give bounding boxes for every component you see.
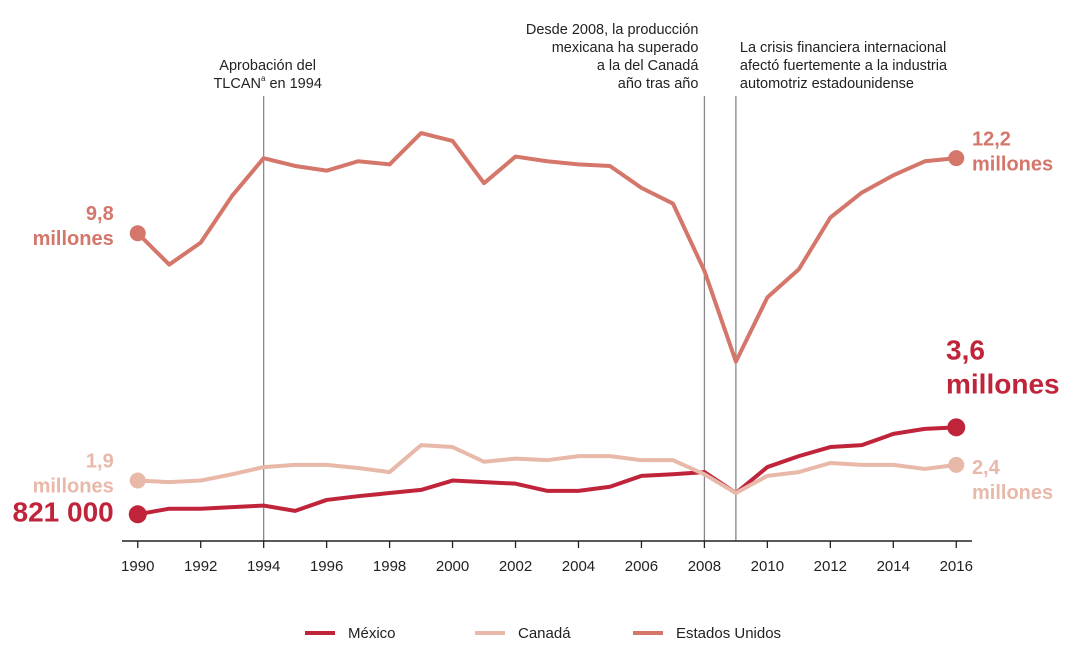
series-line: [137, 425, 957, 517]
annotation-text: afectó fuertemente a la industria: [740, 58, 948, 74]
annotation-text: TLCANa en 1994: [213, 74, 321, 92]
end-point: [948, 150, 965, 167]
x-tick-label: 1998: [373, 558, 406, 575]
legend-label: México: [348, 625, 396, 642]
data-label: 821 000: [13, 497, 114, 528]
legend-label: Canadá: [518, 625, 571, 642]
x-tick-label: 2006: [625, 558, 658, 575]
end-point: [947, 418, 966, 437]
x-tick-label: 2014: [877, 558, 910, 575]
x-tick-label: 2008: [688, 558, 721, 575]
x-tick-label: 1990: [121, 558, 154, 575]
data-label: millones: [33, 228, 114, 250]
end-point: [129, 472, 146, 489]
data-label: millones: [972, 153, 1053, 175]
annotation-text: mexicana ha superado: [552, 40, 699, 56]
annotation-superscript: a: [261, 74, 266, 83]
annotation-text: año tras año: [618, 76, 699, 92]
data-label: 2,4: [972, 457, 1001, 479]
x-tick-label: 2000: [436, 558, 469, 575]
annotation-text: Desde 2008, la producción: [526, 22, 699, 38]
annotation-text: en 1994: [265, 76, 321, 92]
end-point: [129, 225, 146, 242]
x-tick-label: 2012: [814, 558, 847, 575]
data-label: millones: [946, 369, 1060, 400]
annotation-text: Aprobación del: [219, 58, 316, 74]
data-label: 1,9: [86, 450, 114, 472]
annotation-text: TLCAN: [213, 76, 261, 92]
x-tick-label: 2010: [751, 558, 784, 575]
data-label: millones: [972, 482, 1053, 504]
data-label: 3,6: [946, 335, 985, 366]
x-tick-label: 1994: [247, 558, 280, 575]
legend-label: Estados Unidos: [676, 625, 781, 642]
x-tick-label: 2004: [562, 558, 595, 575]
series-line: [136, 131, 957, 364]
data-label: 9,8: [86, 203, 114, 225]
x-tick-label: 1996: [310, 558, 343, 575]
x-tick-label: 2016: [940, 558, 973, 575]
x-tick-label: 2002: [499, 558, 532, 575]
annotation-text: automotriz estadounidense: [740, 76, 914, 92]
series-line: [137, 443, 957, 496]
data-label: 12,2: [972, 128, 1011, 150]
end-point: [948, 456, 965, 473]
annotation-text: La crisis financiera internacional: [740, 40, 946, 56]
annotation-text: a la del Canadá: [597, 58, 700, 74]
x-tick-label: 1992: [184, 558, 217, 575]
data-label: millones: [33, 475, 114, 497]
end-point: [128, 505, 147, 524]
